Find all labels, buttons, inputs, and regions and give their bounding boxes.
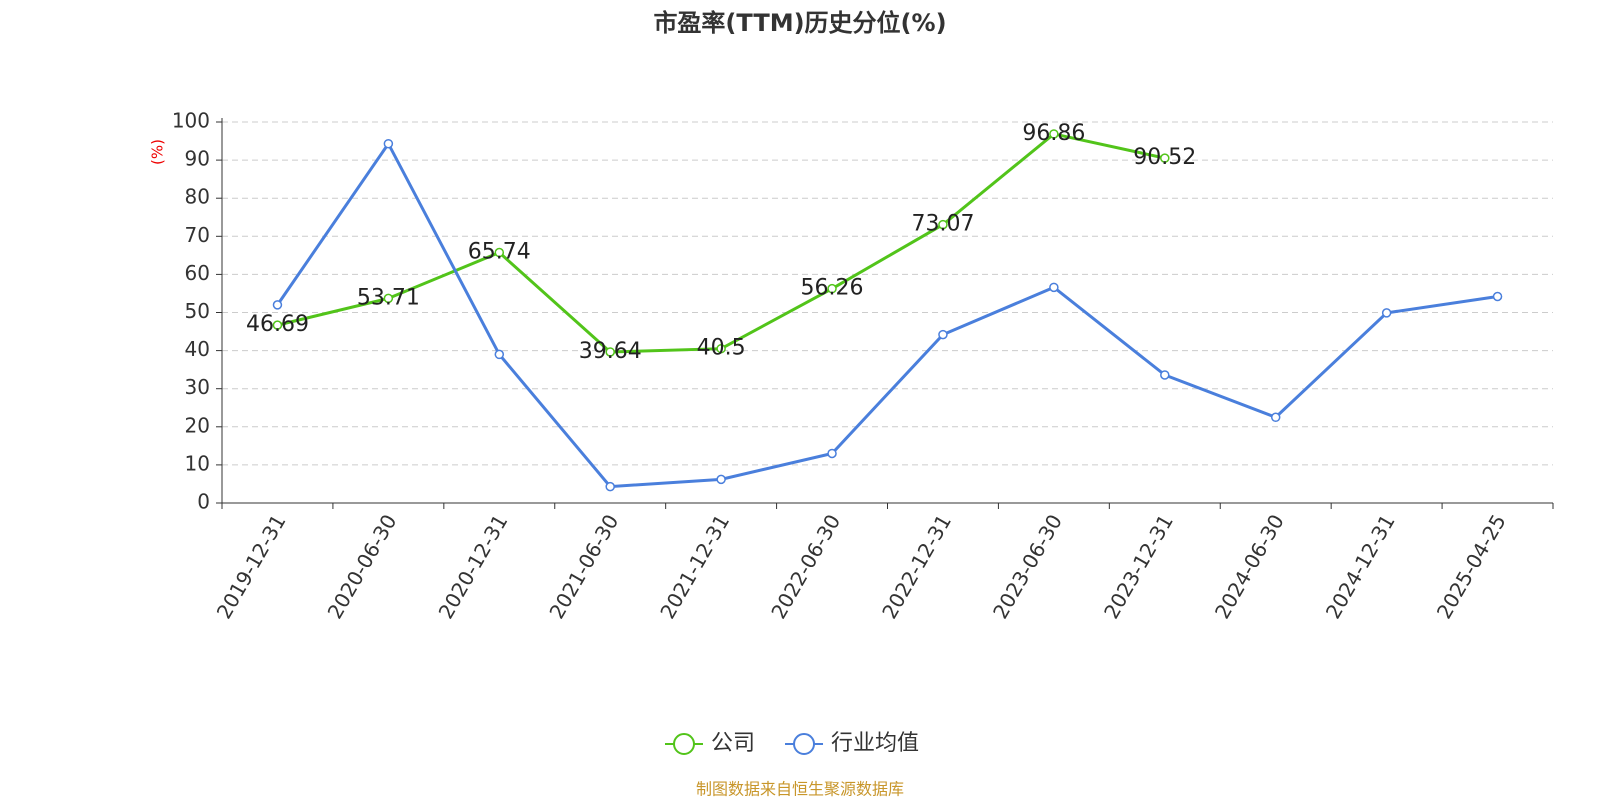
y-tick-label: 10 xyxy=(185,451,210,475)
y-axis-label: (%) xyxy=(149,139,167,165)
x-tick-label: 2022-06-30 xyxy=(766,510,845,623)
y-tick-label: 40 xyxy=(185,337,210,361)
legend-marker xyxy=(673,733,695,755)
y-tick-label: 0 xyxy=(197,490,210,514)
source-note: 制图数据来自恒生聚源数据库 xyxy=(696,780,904,799)
data-point xyxy=(272,300,283,310)
x-tick-label: 2021-06-30 xyxy=(544,510,623,623)
x-tick-label: 2020-12-31 xyxy=(433,510,512,623)
data-label: 53.71 xyxy=(357,285,420,310)
x-tick-label: 2019-12-31 xyxy=(212,510,291,623)
x-tick-label: 2022-12-31 xyxy=(877,510,956,623)
data-label: 56.26 xyxy=(801,276,864,301)
data-label: 46.69 xyxy=(246,312,309,337)
x-tick-label: 2020-06-30 xyxy=(323,510,402,623)
legend-label: 公司 xyxy=(711,731,755,756)
data-point xyxy=(938,219,948,230)
data-point xyxy=(1160,153,1170,163)
data-label: 39.64 xyxy=(579,339,642,364)
data-point xyxy=(1049,282,1059,293)
y-tick-label: 90 xyxy=(185,147,210,171)
series-line xyxy=(276,140,1498,489)
legend-marker xyxy=(793,733,816,755)
data-point xyxy=(938,329,948,340)
data-point xyxy=(716,474,726,485)
data-label: 40.5 xyxy=(697,336,746,361)
data-point xyxy=(494,247,505,258)
data-point xyxy=(716,343,726,354)
data-point xyxy=(827,448,837,459)
y-tick-label: 80 xyxy=(185,185,210,209)
data-point xyxy=(605,347,615,357)
data-point xyxy=(827,283,837,294)
data-point xyxy=(1049,129,1059,139)
data-point xyxy=(1270,412,1281,423)
x-tick-label: 2024-12-31 xyxy=(1321,510,1400,623)
data-point xyxy=(494,349,505,360)
x-tick-label: 2023-06-30 xyxy=(988,510,1067,623)
data-point xyxy=(1381,308,1392,318)
x-tick-label: 2024-06-30 xyxy=(1210,510,1289,623)
data-label: 73.07 xyxy=(911,212,974,237)
data-point xyxy=(1160,370,1170,380)
chart-title: 市盈率(TTM)历史分位(%) xyxy=(653,9,946,37)
data-point xyxy=(1492,291,1503,302)
data-label: 96.86 xyxy=(1022,121,1085,146)
y-tick-label: 100 xyxy=(172,109,210,133)
data-point xyxy=(383,293,394,304)
y-tick-label: 70 xyxy=(185,223,210,247)
legend-label: 行业均值 xyxy=(831,731,919,756)
x-tick-label: 2025-04-25 xyxy=(1432,510,1511,623)
y-tick-label: 30 xyxy=(185,375,210,399)
x-tick-label: 2021-12-31 xyxy=(655,510,734,623)
x-tick-label: 2023-12-31 xyxy=(1099,510,1178,623)
data-label: 90.52 xyxy=(1133,145,1196,170)
data-point xyxy=(383,138,394,149)
data-label: 65.74 xyxy=(468,240,531,265)
series-line xyxy=(277,132,1166,354)
data-point xyxy=(605,481,615,492)
y-tick-label: 60 xyxy=(185,261,210,285)
y-tick-label: 50 xyxy=(185,299,210,323)
y-tick-label: 20 xyxy=(185,413,210,437)
data-point xyxy=(272,320,283,330)
